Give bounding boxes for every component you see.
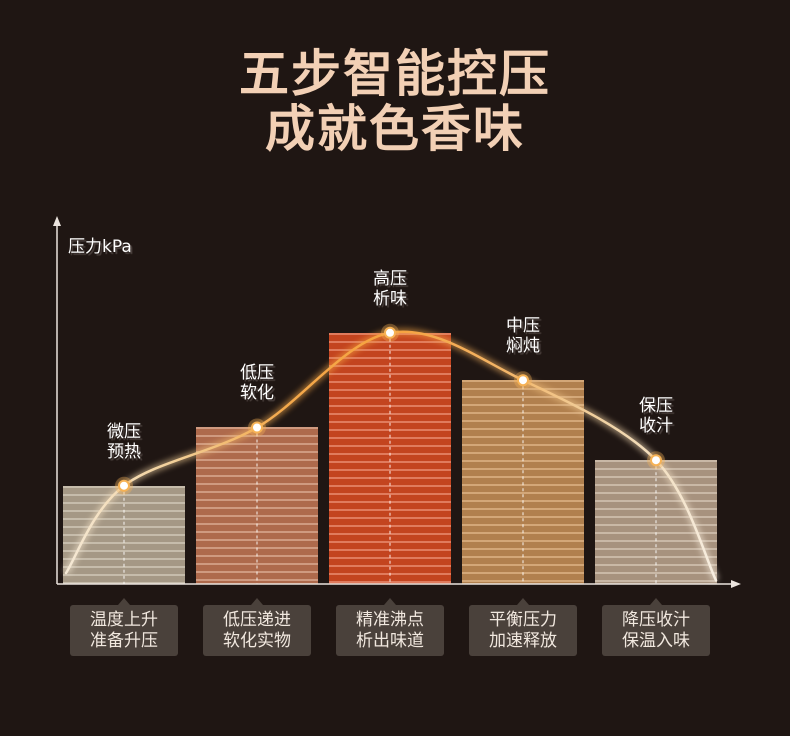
curve-point-5: [650, 454, 662, 467]
stage-label-line-2: 收汁: [639, 416, 673, 437]
curve-point-2: [251, 421, 263, 434]
stage-label-line-1: 中压: [506, 316, 540, 337]
stage-label-line-1: 保压: [639, 396, 673, 417]
stage-label-3: 高压 析味: [345, 269, 435, 309]
desc-box-pointer: [384, 598, 396, 605]
desc-line-1: 降压收汁: [622, 610, 690, 630]
desc-line-1: 温度上升: [90, 610, 158, 630]
desc-box-pointer: [650, 598, 662, 605]
page-title: 五步智能控压 成就色香味: [0, 47, 790, 157]
dashed-guides: [123, 338, 657, 584]
stage-label-line-1: 低压: [240, 363, 274, 384]
stage-desc-box-2: 低压递进 软化实物: [203, 598, 311, 656]
stage-label-line-2: 析味: [373, 288, 407, 309]
stage-desc-box-4: 平衡压力 加速释放: [469, 598, 577, 656]
stage-label-4: 中压 焖炖: [478, 316, 568, 356]
stage-label-line-2: 焖炖: [506, 336, 540, 357]
desc-line-2: 析出味道: [356, 631, 424, 651]
y-axis-label: 压力kPa: [68, 237, 132, 257]
desc-box-pointer: [118, 598, 130, 605]
bar-3: [329, 332, 451, 584]
curve-point-3: [384, 326, 396, 339]
stage-label-line-1: 高压: [373, 268, 407, 289]
desc-line-2: 保温入味: [622, 631, 690, 651]
stage-desc-box-1: 温度上升 准备升压: [70, 598, 178, 656]
desc-line-2: 加速释放: [489, 631, 557, 651]
y-axis-arrow-icon: [53, 216, 61, 226]
desc-box-pointer: [251, 598, 263, 605]
stage-label-line-1: 微压: [107, 421, 141, 442]
desc-box-pointer: [517, 598, 529, 605]
desc-line-1: 精准沸点: [356, 610, 424, 630]
stage-label-line-2: 软化: [240, 383, 274, 404]
stage-label-1: 微压 预热: [79, 422, 169, 462]
stage-label-5: 保压 收汁: [611, 396, 701, 436]
desc-line-1: 低压递进: [223, 610, 291, 630]
desc-line-1: 平衡压力: [489, 610, 557, 630]
desc-line-2: 软化实物: [223, 631, 291, 651]
curve-point-1: [118, 479, 130, 492]
stage-label-2: 低压 软化: [212, 363, 302, 403]
stage-desc-box-5: 降压收汁 保温入味: [602, 598, 710, 656]
title-line-2: 成就色香味: [265, 100, 525, 158]
stage-label-line-2: 预热: [107, 441, 141, 462]
curve-points: [115, 323, 665, 495]
curve-point-4: [517, 374, 529, 387]
desc-line-2: 准备升压: [90, 631, 158, 651]
stage-desc-box-3: 精准沸点 析出味道: [336, 598, 444, 656]
title-line-1: 五步智能控压: [239, 45, 551, 103]
x-axis-arrow-icon: [731, 580, 741, 588]
